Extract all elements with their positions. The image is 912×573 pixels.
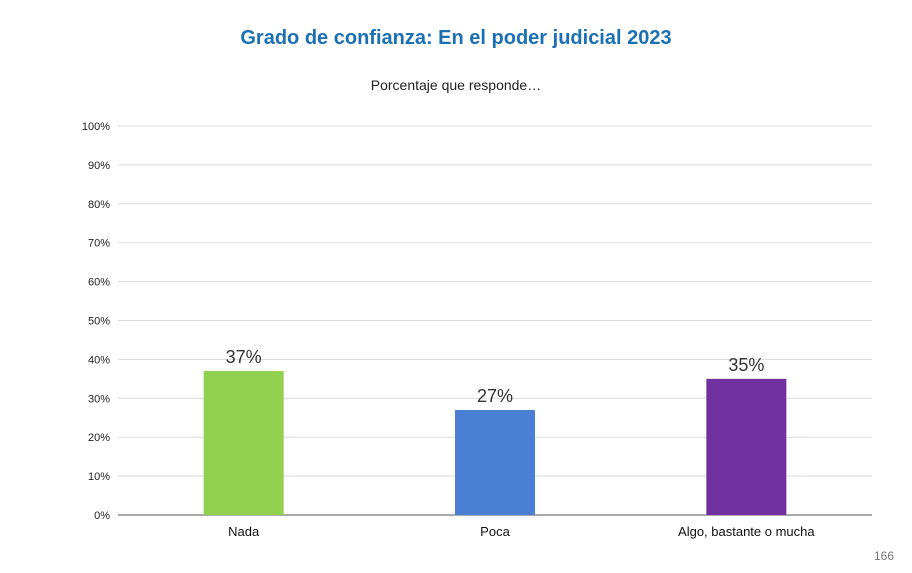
y-tick-label: 70% [88,238,110,250]
chart-title: Grado de confianza: En el poder judicial… [240,27,672,49]
y-tick-label: 10% [88,471,110,483]
bar [203,371,284,515]
y-tick-label: 90% [88,160,110,172]
y-tick-label: 20% [88,432,110,444]
y-tick-label: 30% [88,393,110,405]
data-label: 27% [477,386,513,406]
x-category-label: Nada [228,524,260,539]
x-category-label: Poca [480,524,510,539]
data-label: 37% [226,347,262,367]
y-tick-label: 80% [88,199,110,211]
x-category-label: Algo, bastante o mucha [678,524,815,539]
y-tick-label: 40% [88,354,110,366]
y-tick-label: 0% [94,510,110,522]
bar [455,409,535,515]
data-label: 35% [728,355,764,375]
bar [706,378,787,515]
page-number: 166 [873,549,894,563]
y-tick-label: 60% [88,277,110,289]
chart-subtitle: Porcentaje que responde… [370,77,542,93]
y-tick-label: 50% [88,316,110,328]
y-tick-label: 100% [82,121,110,133]
